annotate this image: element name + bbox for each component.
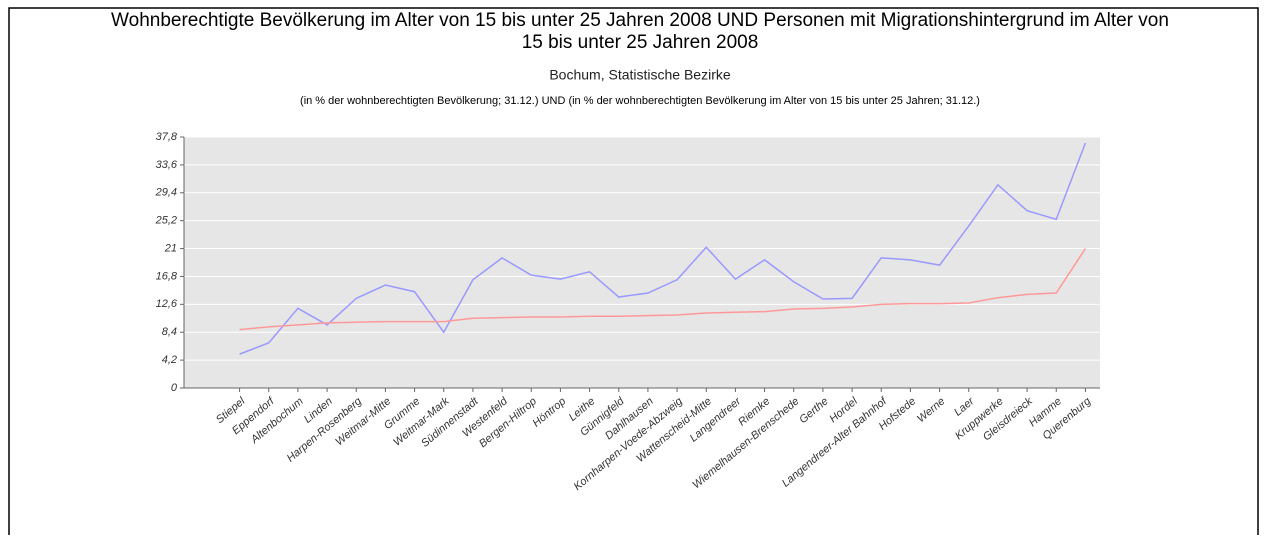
y-tick-label: 25,2 <box>155 215 177 227</box>
chart-title: Wohnberechtigte Bevölkerung im Alter von… <box>111 10 1169 31</box>
chart-title: 15 bis unter 25 Jahren 2008 <box>522 32 759 53</box>
y-tick-label: 8,4 <box>162 326 177 338</box>
x-tick-label: Werne <box>915 395 947 425</box>
y-tick-label: 37,8 <box>156 131 178 143</box>
frame <box>8 7 1259 540</box>
x-tick-label: Höntrop <box>531 395 569 429</box>
y-tick-label: 0 <box>171 382 178 394</box>
chart-note: (in % der wohnberechtigten Bevölkerung; … <box>300 95 980 107</box>
y-tick-label: 21 <box>164 242 177 254</box>
y-tick-label: 12,6 <box>156 298 178 310</box>
chart-subtitle: Bochum, Statistische Bezirke <box>549 67 731 83</box>
line-series <box>239 142 1087 355</box>
plot-area <box>184 137 1100 388</box>
y-tick-label: 16,8 <box>156 270 178 282</box>
y-tick-label: 33,6 <box>156 159 178 171</box>
y-tick-label: 29,4 <box>155 187 177 199</box>
y-tick-label: 4,2 <box>162 354 177 366</box>
line-series <box>239 248 1087 331</box>
x-tick-label: Gerthe <box>797 395 830 426</box>
